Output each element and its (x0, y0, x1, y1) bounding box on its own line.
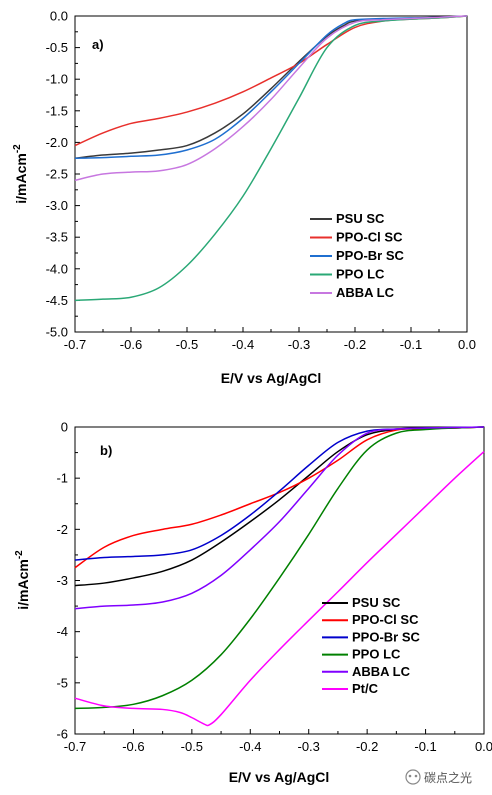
y-tick-label: -2.0 (46, 135, 68, 150)
y-tick-label: -4.5 (46, 293, 68, 308)
legend-label: PPO-Cl SC (352, 612, 419, 627)
x-tick-label: -0.1 (414, 739, 436, 754)
watermark-icon-dot (414, 774, 418, 778)
y-tick-label: -4 (56, 624, 68, 639)
y-tick-label: -0.5 (46, 40, 68, 55)
x-axis-label-b: E/V vs Ag/AgCl (229, 769, 330, 785)
y-ticks-a: 0.0 -0.5 -1.0 -1.5 -2.0 -2.5 -3.0 -3.5 -4.0 -4.5 -… (46, 9, 80, 340)
series-lines-a (74, 15, 468, 302)
series-line-ppo-cl-sc (74, 15, 468, 147)
chart-panel-b: -0.7 -0.6 -0.5 -0.4 -0.3 -0.2 -0.1 0.0 0 -1 -2 -3 -… (14, 420, 492, 786)
legend-label: Pt/C (352, 681, 379, 696)
legend-label: PSU SC (336, 211, 385, 226)
y-axis-label-a-sup: -2 (12, 144, 23, 153)
y-tick-label: -6 (56, 727, 68, 742)
x-tick-label: -0.7 (64, 739, 86, 754)
watermark-icon-dot (408, 774, 412, 778)
y-tick-label: 0.0 (50, 9, 68, 24)
legend-label: PPO LC (336, 267, 385, 282)
y-tick-label: -5 (56, 675, 68, 690)
y-axis-label-a-main: i/mAcm (13, 153, 29, 204)
x-tick-label: -0.4 (232, 337, 254, 352)
x-tick-label: -0.1 (400, 337, 422, 352)
y-axis-label-b-sup: -2 (14, 550, 25, 559)
watermark-text: 碳点之光 (424, 771, 472, 785)
chart-panel-a: -0.7 -0.6 -0.5 -0.4 -0.3 -0.2 -0.1 0.0 0.0-0.5-… (12, 9, 476, 387)
legend-label: ABBA LC (336, 285, 395, 300)
panel-label-b: b) (100, 443, 112, 458)
legend-label: PPO LC (352, 647, 401, 662)
watermark: 碳点之光 (405, 769, 472, 785)
series-line-ppo-cl-sc (74, 426, 485, 569)
x-tick-label: -0.2 (356, 739, 378, 754)
y-axis-label-a: i/mAcm-2 (12, 144, 29, 204)
y-ticks-b: 0 -1 -2 -3 -4 -5 -6 (56, 420, 80, 742)
x-tick-label: -0.3 (298, 739, 320, 754)
watermark-icon (405, 769, 421, 785)
legend-label: PPO-Cl SC (336, 230, 403, 245)
y-tick-label: -1 (56, 471, 68, 486)
series-line-psu-sc (74, 426, 485, 587)
x-tick-label: -0.7 (64, 337, 86, 352)
y-tick-label: -1.5 (46, 103, 68, 118)
y-tick-label: 0 (61, 420, 68, 435)
series-line-ppo-lc (74, 15, 468, 302)
x-tick-label: -0.3 (288, 337, 310, 352)
legend-label: PSU SC (352, 595, 401, 610)
series-lines-b (74, 426, 485, 727)
y-axis-label-b-main: i/mAcm (15, 559, 31, 610)
y-tick-label: -3.0 (46, 198, 68, 213)
legend-label: PPO-Br SC (352, 629, 421, 644)
y-tick-label: -5.0 (46, 325, 68, 340)
legend-label: ABBA LC (352, 664, 411, 679)
y-tick-label: -3 (56, 573, 68, 588)
x-ticks-b: -0.7 -0.6 -0.5 -0.4 -0.3 -0.2 -0.1 0.0 (64, 729, 492, 754)
x-axis-label-a: E/V vs Ag/AgCl (221, 370, 322, 386)
series-line-abba-lc (74, 426, 485, 610)
series-line-ppo-br-sc (74, 15, 468, 159)
legend-label: PPO-Br SC (336, 248, 405, 263)
plot-frame-b (74, 426, 485, 735)
series-line-abba-lc (74, 15, 468, 182)
y-tick-label: -3.5 (46, 230, 68, 245)
legend-a: PSU SC PPO-Cl SC PPO-Br SC PPO LC ABBA LC (310, 211, 405, 300)
x-tick-label: -0.2 (344, 337, 366, 352)
panel-label-a: a) (92, 37, 104, 52)
x-tick-label: -0.6 (120, 337, 142, 352)
legend-b: PSU SC PPO-Cl SC PPO-Br SC PPO LC ABBA LC Pt/… (322, 595, 421, 696)
x-tick-label: -0.6 (122, 739, 144, 754)
x-tick-label: 0.0 (458, 337, 476, 352)
x-tick-label: -0.4 (239, 739, 261, 754)
x-tick-label: -0.5 (176, 337, 198, 352)
x-tick-label: 0.0 (475, 739, 492, 754)
y-tick-label: -2.5 (46, 167, 68, 182)
x-ticks-a: -0.7 -0.6 -0.5 -0.4 -0.3 -0.2 -0.1 0.0 (64, 327, 476, 352)
series-line-ppo-br-sc (74, 426, 485, 561)
y-axis-label-b: i/mAcm-2 (14, 550, 31, 610)
plot-frame-a (74, 15, 468, 333)
series-line-ppo-lc (74, 426, 485, 710)
y-tick-label: -1.0 (46, 72, 68, 87)
x-tick-label: -0.5 (181, 739, 203, 754)
series-line-pt-c (74, 451, 485, 727)
y-tick-label: -4.0 (46, 261, 68, 276)
series-line-psu-sc (74, 15, 468, 159)
y-tick-label: -2 (56, 522, 68, 537)
